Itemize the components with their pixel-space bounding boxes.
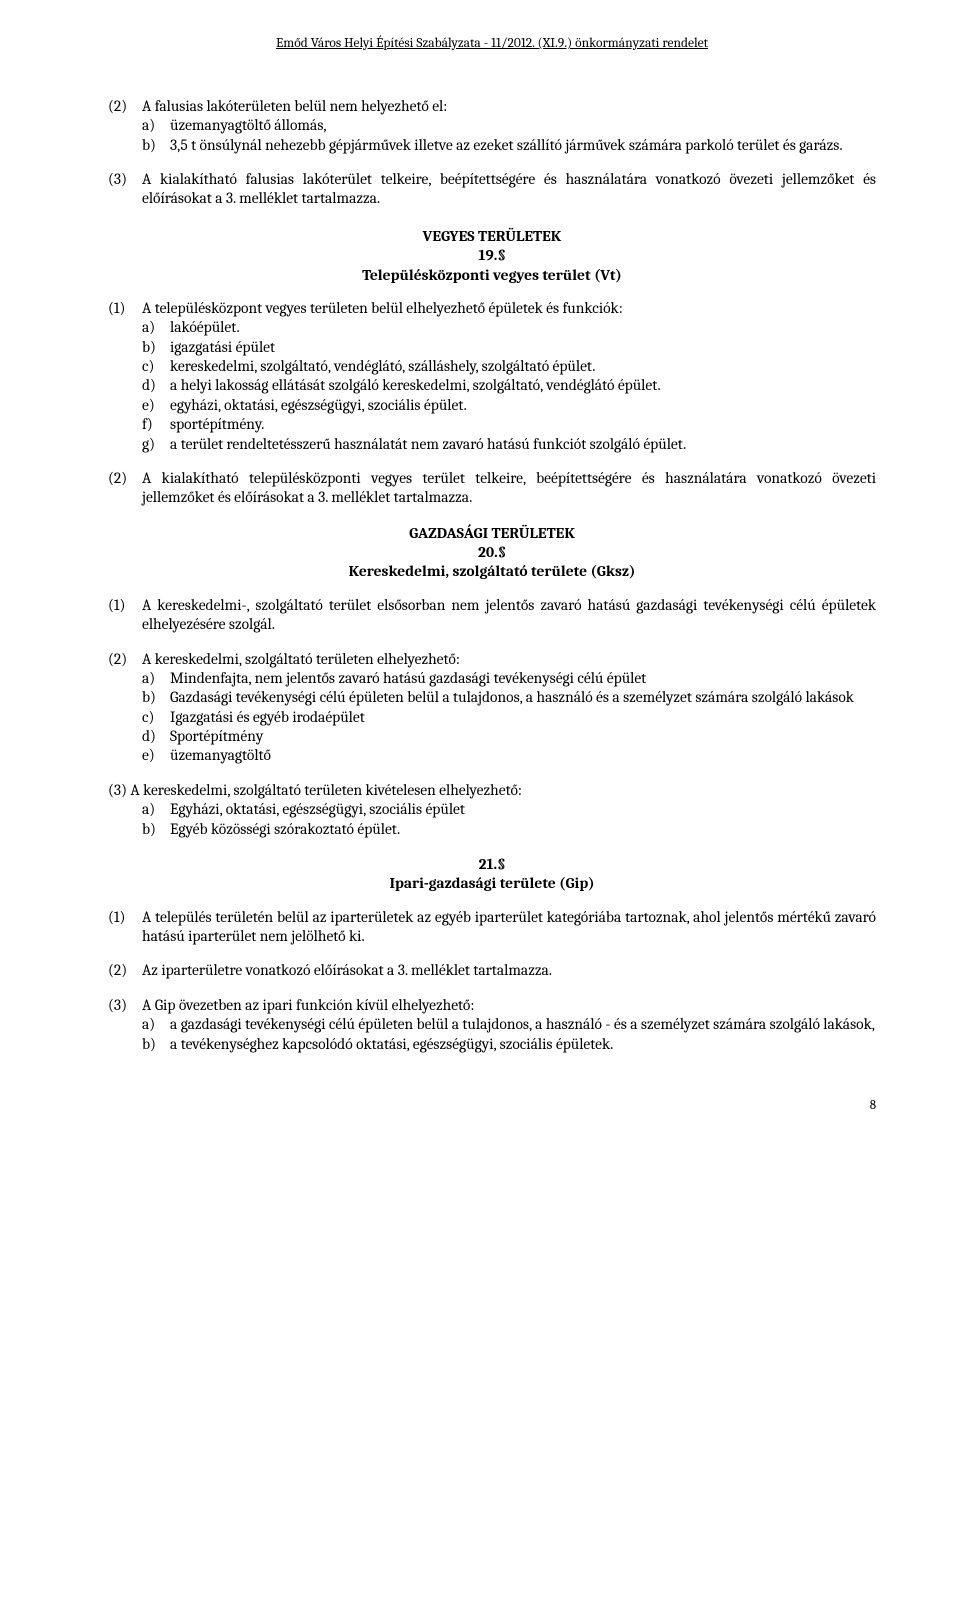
paragraph: (2) A kereskedelmi, szolgáltató területe… [108, 650, 876, 766]
item-letter: b) [142, 1035, 170, 1054]
para-number: (1) [108, 908, 142, 927]
item-letter: a) [142, 669, 170, 688]
item-text: Mindenfajta, nem jelentős zavaró hatású … [170, 669, 876, 688]
item-letter: b) [142, 136, 170, 155]
item-text: kereskedelmi, szolgáltató, vendéglátó, s… [170, 357, 876, 376]
item-text: Igazgatási és egyéb irodaépület [170, 708, 876, 727]
item-letter: f) [142, 415, 170, 434]
para-text: A kialakítható falusias lakóterület telk… [142, 170, 876, 209]
item-letter: a) [142, 800, 170, 819]
para-text: (3) A kereskedelmi, szolgáltató területe… [108, 781, 876, 800]
item-letter: c) [142, 357, 170, 376]
item-letter: e) [142, 746, 170, 765]
doc-header: Emőd Város Helyi Építési Szabályzata - 1… [108, 36, 876, 53]
item-text: igazgatási épület [170, 338, 876, 357]
para-number: (2) [108, 97, 142, 116]
item-text: üzemanyagtöltő állomás, [170, 116, 876, 135]
item-text: a gazdasági tevékenységi célú épületen b… [170, 1015, 876, 1034]
paragraph: (1) A településközpont vegyes területen … [108, 299, 876, 454]
paragraph: (1) A település területén belül az ipart… [108, 908, 876, 947]
para-text: A falusias lakóterületen belül nem helye… [142, 97, 876, 116]
para-number: (3) [108, 996, 142, 1015]
item-letter: b) [142, 820, 170, 839]
paragraph: (3) A kialakítható falusias lakóterület … [108, 170, 876, 209]
item-letter: b) [142, 338, 170, 357]
item-letter: d) [142, 376, 170, 395]
item-letter: a) [142, 1015, 170, 1034]
item-text: sportépítmény. [170, 415, 876, 434]
item-letter: d) [142, 727, 170, 746]
section-number: 20.§ [108, 543, 876, 562]
para-number: (2) [108, 469, 142, 488]
item-letter: g) [142, 435, 170, 454]
item-text: üzemanyagtöltő [170, 746, 876, 765]
paragraph: (3) A Gip övezetben az ipari funkción kí… [108, 996, 876, 1054]
item-letter: b) [142, 688, 170, 707]
item-letter: a) [142, 318, 170, 337]
item-text: Egyéb közösségi szórakoztató épület. [170, 820, 876, 839]
para-number: (1) [108, 596, 142, 615]
item-letter: a) [142, 116, 170, 135]
item-letter: e) [142, 396, 170, 415]
item-letter: c) [142, 708, 170, 727]
section-heading: VEGYES TERÜLETEK [108, 227, 876, 246]
paragraph: (2) Az iparterületre vonatkozó előírások… [108, 961, 876, 980]
para-number: (2) [108, 650, 142, 669]
item-text: lakóépület. [170, 318, 876, 337]
section-subtitle: Ipari-gazdasági területe (Gip) [108, 874, 876, 893]
item-text: 3,5 t önsúlynál nehezebb gépjárművek ill… [170, 136, 876, 155]
section-subtitle: Kereskedelmi, szolgáltató területe (Gksz… [108, 562, 876, 581]
para-number: (1) [108, 299, 142, 318]
para-text: A kereskedelmi-, szolgáltató terület els… [142, 596, 876, 635]
item-text: Gazdasági tevékenységi célú épületen bel… [170, 688, 876, 707]
paragraph: (2) A kialakítható településközponti veg… [108, 469, 876, 508]
para-number: (3) [108, 170, 142, 189]
item-text: a tevékenységhez kapcsolódó oktatási, eg… [170, 1035, 876, 1054]
para-number: (2) [108, 961, 142, 980]
para-text: A Gip övezetben az ipari funkción kívül … [142, 996, 876, 1015]
section-subtitle: Településközponti vegyes terület (Vt) [108, 266, 876, 285]
paragraph: (3) A kereskedelmi, szolgáltató területe… [108, 781, 876, 839]
section-number: 21.§ [108, 855, 876, 874]
section-number: 19.§ [108, 246, 876, 265]
page-number: 8 [108, 1098, 876, 1114]
item-text: a helyi lakosság ellátását szolgáló kere… [170, 376, 876, 395]
section-heading: GAZDASÁGI TERÜLETEK [108, 524, 876, 543]
para-text: A település területén belül az iparterül… [142, 908, 876, 947]
paragraph: (1) A kereskedelmi-, szolgáltató terület… [108, 596, 876, 635]
item-text: Egyházi, oktatási, egészségügyi, szociál… [170, 800, 876, 819]
item-text: egyházi, oktatási, egészségügyi, szociál… [170, 396, 876, 415]
para-text: A településközpont vegyes területen belü… [142, 299, 876, 318]
item-text: Sportépítmény [170, 727, 876, 746]
paragraph: (2) A falusias lakóterületen belül nem h… [108, 97, 876, 155]
para-text: A kialakítható településközponti vegyes … [142, 469, 876, 508]
item-text: a terület rendeltetésszerű használatát n… [170, 435, 876, 454]
para-text: A kereskedelmi, szolgáltató területen el… [142, 650, 876, 669]
para-text: Az iparterületre vonatkozó előírásokat a… [142, 961, 876, 980]
